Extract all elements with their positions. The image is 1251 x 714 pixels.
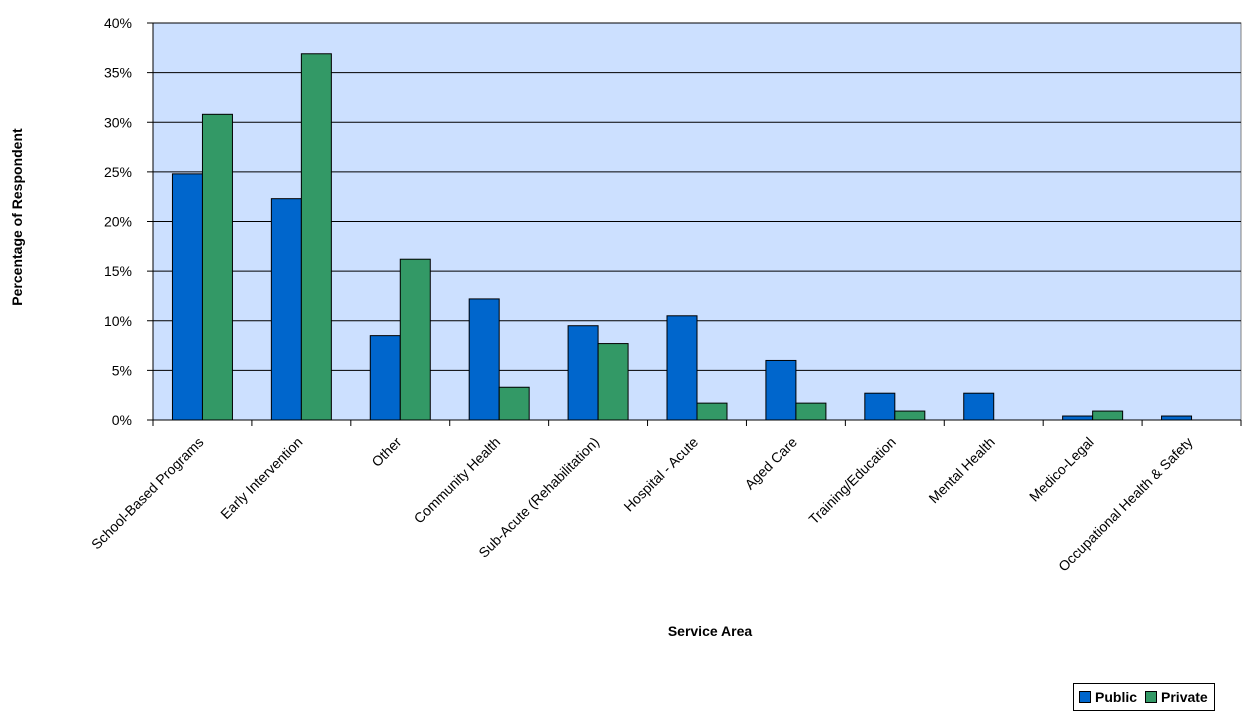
y-tick-label: 35% bbox=[104, 65, 132, 81]
bar-private bbox=[1092, 410, 1124, 421]
x-tick-label: School-Based Programs bbox=[88, 434, 207, 553]
y-tick-label: 0% bbox=[112, 412, 132, 428]
bar-private bbox=[795, 402, 827, 421]
legend-swatch-public bbox=[1079, 691, 1091, 703]
y-axis-title: Percentage of Respondent bbox=[9, 128, 25, 306]
bars bbox=[171, 53, 1193, 421]
x-tick-label: Training/Education bbox=[805, 434, 898, 527]
bar-private bbox=[498, 386, 530, 421]
bar-public bbox=[1161, 415, 1193, 421]
y-tick-label: 20% bbox=[104, 214, 132, 230]
bar-private bbox=[201, 113, 233, 421]
bar-public bbox=[864, 392, 896, 421]
bar-private bbox=[894, 410, 926, 421]
y-tick-label: 30% bbox=[104, 114, 132, 130]
x-tick-label: Other bbox=[368, 434, 404, 470]
bar-public bbox=[666, 315, 698, 421]
y-tick-label: 5% bbox=[112, 362, 132, 378]
bar-public bbox=[567, 325, 599, 421]
bar-public bbox=[765, 359, 797, 421]
x-tick-label: Medico-Legal bbox=[1026, 434, 1097, 505]
bar-public bbox=[1062, 415, 1094, 421]
y-tick-label: 40% bbox=[104, 15, 132, 31]
y-tick-label: 25% bbox=[104, 164, 132, 180]
bar-private bbox=[696, 402, 728, 421]
bar-private bbox=[597, 343, 629, 421]
bar-public bbox=[171, 173, 203, 421]
x-tick-label: Mental Health bbox=[925, 434, 997, 506]
x-tick-label: Community Health bbox=[411, 434, 504, 527]
legend-item-private: Private bbox=[1145, 689, 1208, 705]
bar-public bbox=[270, 198, 302, 421]
legend-label-private: Private bbox=[1161, 689, 1208, 705]
y-tick-label: 15% bbox=[104, 263, 132, 279]
x-tick-label: Hospital - Acute bbox=[620, 434, 701, 515]
bar-private bbox=[300, 53, 332, 421]
y-tick-label: 10% bbox=[104, 313, 132, 329]
gridlines bbox=[153, 22, 1241, 371]
y-axis-ticks: 0% 5% 10% 15% 20% 25% 30% 35% 40% bbox=[104, 15, 153, 428]
x-tick-label: Aged Care bbox=[741, 434, 800, 493]
x-axis-title: Service Area bbox=[668, 623, 753, 639]
x-axis-ticks: School-Based Programs Early Intervention O… bbox=[88, 420, 1242, 574]
legend: Public Private bbox=[1073, 683, 1215, 711]
bar-public bbox=[468, 298, 500, 421]
x-tick-label: Early Intervention bbox=[217, 434, 305, 522]
bar-private bbox=[399, 258, 431, 421]
bar-public bbox=[963, 392, 995, 421]
legend-label-public: Public bbox=[1095, 689, 1138, 705]
legend-swatch-private bbox=[1145, 691, 1158, 703]
legend-item-public: Public bbox=[1079, 689, 1137, 705]
bar-public bbox=[369, 335, 401, 421]
